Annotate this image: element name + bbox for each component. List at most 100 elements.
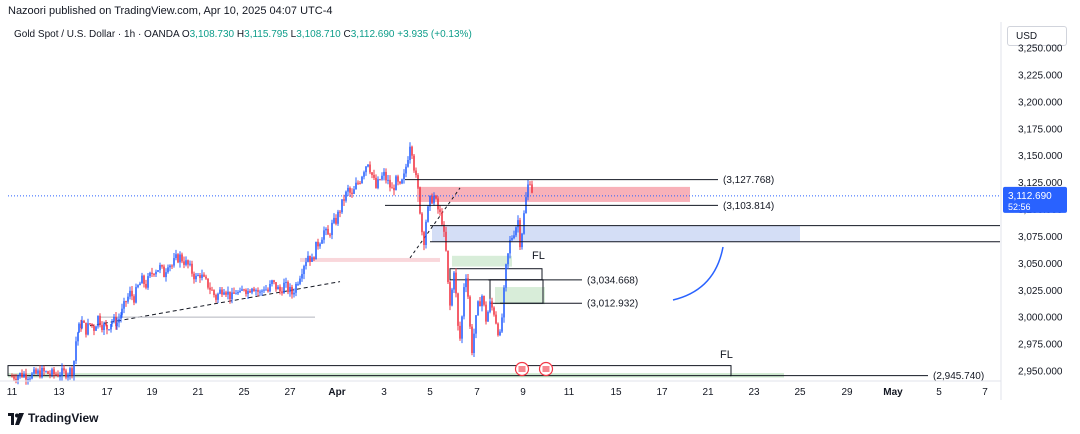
candle-body — [431, 195, 433, 204]
candle-body — [227, 291, 229, 295]
candle-body — [239, 290, 241, 293]
candle-body — [275, 282, 277, 290]
candle-body — [455, 272, 457, 294]
candle-body — [125, 301, 127, 303]
candle-body — [437, 198, 439, 210]
candle-body — [83, 320, 85, 323]
candle-body — [383, 171, 385, 176]
candle-body — [75, 341, 77, 361]
candle-body — [127, 296, 129, 302]
candle-body — [353, 189, 355, 194]
candle-body — [179, 254, 181, 263]
candle-body — [43, 367, 45, 372]
candle-body — [17, 376, 19, 381]
x-axis: 11 13 17 19 21 25 27 Apr 3 5 7 9 11 15 17 21 23 25 29 May 5 7 — [0, 380, 1001, 398]
high-label: H — [236, 29, 245, 40]
y-tick-label: 3,000.000 — [1018, 313, 1063, 324]
x-tick-label: 5 — [427, 387, 433, 398]
candle-body — [289, 286, 291, 293]
candle-body — [273, 280, 275, 283]
candle-body — [295, 283, 297, 293]
candle-body — [413, 155, 415, 171]
candle-body — [371, 172, 373, 175]
candle-body — [149, 272, 151, 277]
candle-body — [405, 166, 407, 174]
candle-body — [147, 276, 149, 288]
projection-curve — [672, 246, 724, 301]
x-tick-label: 3 — [381, 387, 387, 398]
level-label: (3,127.768) — [723, 175, 774, 186]
candle-body — [319, 243, 321, 247]
candle-body — [441, 212, 443, 225]
candle-body — [281, 291, 283, 294]
fvg-zone-lower — [495, 287, 545, 305]
x-tick-label: 21 — [192, 387, 204, 398]
candle-body — [465, 278, 467, 288]
candle-body — [495, 314, 497, 324]
candle-body — [429, 195, 431, 207]
candle-body — [513, 235, 515, 239]
candle-body — [51, 369, 53, 375]
currency-button[interactable]: USD — [1007, 26, 1067, 46]
candle-body — [425, 221, 427, 245]
candle-body — [471, 326, 473, 353]
candle-body — [57, 374, 59, 377]
candle-body — [31, 373, 33, 379]
candle-body — [87, 323, 89, 335]
candle-body — [501, 317, 503, 332]
candle-body — [293, 292, 295, 295]
candle-body — [99, 315, 101, 326]
candle-body — [101, 325, 103, 330]
candle-body — [299, 278, 301, 284]
level-label: (3,103.814) — [723, 201, 774, 212]
candle-body — [63, 368, 65, 371]
tradingview-footer[interactable]: TradingView — [8, 411, 98, 425]
candle-body — [439, 209, 441, 213]
candle-body — [315, 241, 317, 260]
demand-zone — [432, 225, 800, 242]
fl-annotation: FL — [720, 349, 733, 361]
candle-body — [73, 360, 75, 376]
publisher-line: Nazoori published on TradingView.com, Ap… — [8, 5, 333, 17]
candle-body — [267, 289, 269, 292]
candle-body — [347, 187, 349, 192]
candle-body — [269, 284, 271, 292]
candle-body — [231, 292, 233, 300]
candle-body — [311, 257, 313, 262]
low-label: L — [290, 29, 297, 40]
candle-body — [185, 260, 187, 265]
fl-annotation: FL — [532, 250, 545, 262]
candle-body — [203, 274, 205, 277]
candle-body — [385, 171, 387, 181]
candle-body — [37, 370, 39, 374]
candle-body — [389, 179, 391, 188]
candle-body — [325, 228, 327, 231]
candle-body — [339, 211, 341, 213]
candle-body — [103, 323, 105, 330]
candle-body — [197, 275, 199, 277]
candle-body — [517, 220, 519, 228]
candle-body — [199, 275, 201, 278]
candle-body — [237, 292, 239, 294]
candle-body — [133, 296, 135, 303]
candle-body — [59, 375, 61, 377]
candle-body — [259, 291, 261, 293]
candle-body — [317, 241, 319, 247]
candle-body — [363, 172, 365, 177]
candle-body — [91, 323, 93, 326]
countdown-label: 52:56 — [1008, 202, 1031, 212]
candle-body — [337, 211, 339, 224]
candle-body — [355, 182, 357, 190]
change-value: +3.935 (+0.13%) — [397, 29, 472, 40]
current-price-label: 3,112.690 — [1008, 191, 1052, 202]
candle-body — [475, 315, 477, 334]
candle-body — [419, 187, 421, 214]
fvg-zone-upper — [452, 255, 512, 267]
x-tick-label: 11 — [7, 387, 18, 398]
candle-body — [297, 283, 299, 285]
candle-body — [397, 176, 399, 182]
candle-body — [307, 255, 309, 262]
candle-body — [283, 282, 285, 294]
